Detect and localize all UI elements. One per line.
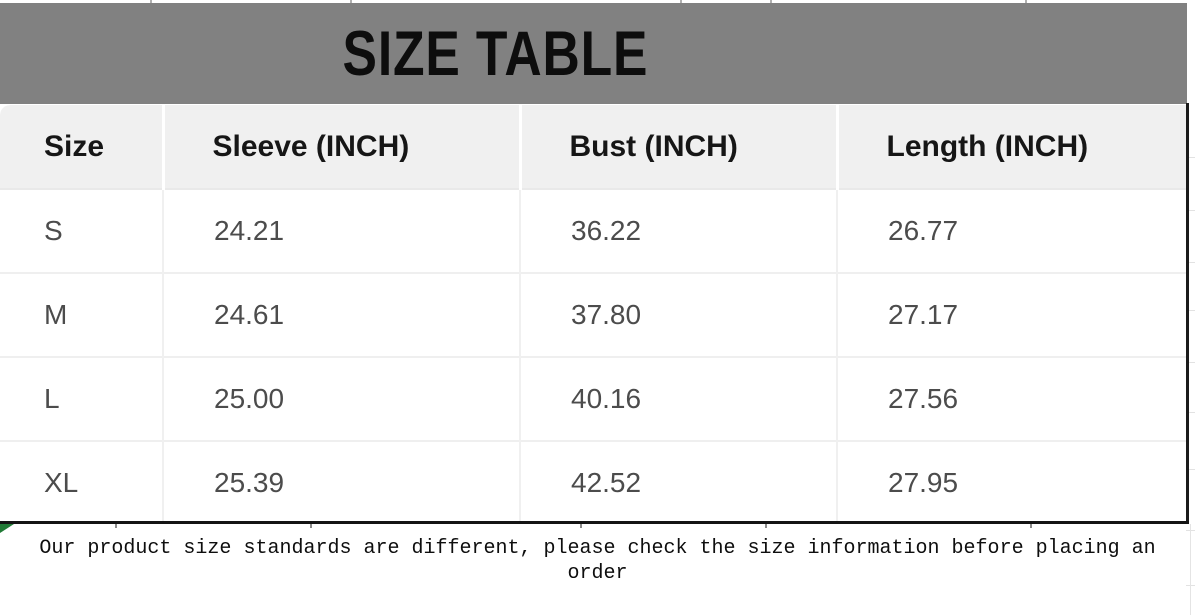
spreadsheet-gridline bbox=[1189, 262, 1195, 263]
table-row: M 24.61 37.80 27.17 bbox=[0, 272, 1187, 357]
header-cell-sleeve: Sleeve (INCH) bbox=[161, 105, 520, 190]
header-cell-size: Size bbox=[0, 105, 163, 190]
spreadsheet-gridline bbox=[1189, 210, 1195, 211]
gridline-tick bbox=[680, 0, 682, 3]
cell-length: 27.56 bbox=[836, 356, 1187, 441]
gridline-tick bbox=[1025, 0, 1027, 3]
cell-sleeve: 24.61 bbox=[162, 272, 520, 357]
cell-size: XL bbox=[0, 440, 163, 521]
cell-length: 27.17 bbox=[836, 272, 1187, 357]
header-cell-length: Length (INCH) bbox=[835, 105, 1187, 190]
gridline-tick bbox=[150, 0, 152, 3]
spreadsheet-gridline bbox=[1189, 157, 1195, 158]
gridline-tick bbox=[765, 524, 767, 528]
size-disclaimer-line2: order bbox=[567, 562, 628, 585]
title-banner: SIZE TABLE bbox=[0, 3, 1187, 104]
page-title: SIZE TABLE bbox=[342, 18, 649, 89]
cell-bust: 42.52 bbox=[519, 440, 837, 521]
size-table: Size Sleeve (INCH) Bust (INCH) Length (I… bbox=[0, 105, 1187, 521]
gridline-tick bbox=[115, 524, 117, 528]
table-row: L 25.00 40.16 27.56 bbox=[0, 356, 1187, 441]
gridline-tick bbox=[770, 0, 772, 3]
table-row: XL 25.39 42.52 27.95 bbox=[0, 440, 1187, 521]
cell-bust: 36.22 bbox=[519, 189, 837, 273]
spreadsheet-gridline bbox=[1189, 412, 1195, 413]
header-cell-bust: Bust (INCH) bbox=[518, 105, 837, 190]
size-disclaimer-line1: Our product size standards are different… bbox=[39, 537, 1156, 560]
table-row: S 24.21 36.22 26.77 bbox=[0, 189, 1187, 273]
gridline-tick bbox=[310, 524, 312, 528]
gridline-tick bbox=[1030, 524, 1032, 528]
spreadsheet-gridline bbox=[1189, 362, 1195, 363]
cell-bust: 37.80 bbox=[519, 272, 837, 357]
gridline-tick bbox=[580, 524, 582, 528]
cell-sleeve: 25.00 bbox=[162, 356, 520, 441]
table-right-border bbox=[1186, 103, 1189, 523]
cell-size: M bbox=[0, 272, 163, 357]
size-table-wrapper: Size Sleeve (INCH) Bust (INCH) Length (I… bbox=[0, 105, 1187, 521]
cell-length: 27.95 bbox=[836, 440, 1187, 521]
cell-sleeve: 25.39 bbox=[162, 440, 520, 521]
cell-sleeve: 24.21 bbox=[162, 189, 520, 273]
table-header-row: Size Sleeve (INCH) Bust (INCH) Length (I… bbox=[0, 105, 1187, 190]
table-bottom-border bbox=[0, 521, 1189, 524]
spreadsheet-gridline bbox=[1190, 524, 1191, 615]
spreadsheet-gridline bbox=[1189, 310, 1195, 311]
cell-length: 26.77 bbox=[836, 189, 1187, 273]
green-corner-marker bbox=[0, 524, 14, 533]
spreadsheet-gridline bbox=[1189, 469, 1195, 470]
cell-size: L bbox=[0, 356, 163, 441]
cell-bust: 40.16 bbox=[519, 356, 837, 441]
gridline-tick bbox=[350, 0, 352, 3]
size-disclaimer: Our product size standards are different… bbox=[0, 536, 1195, 586]
cell-size: S bbox=[0, 189, 163, 273]
